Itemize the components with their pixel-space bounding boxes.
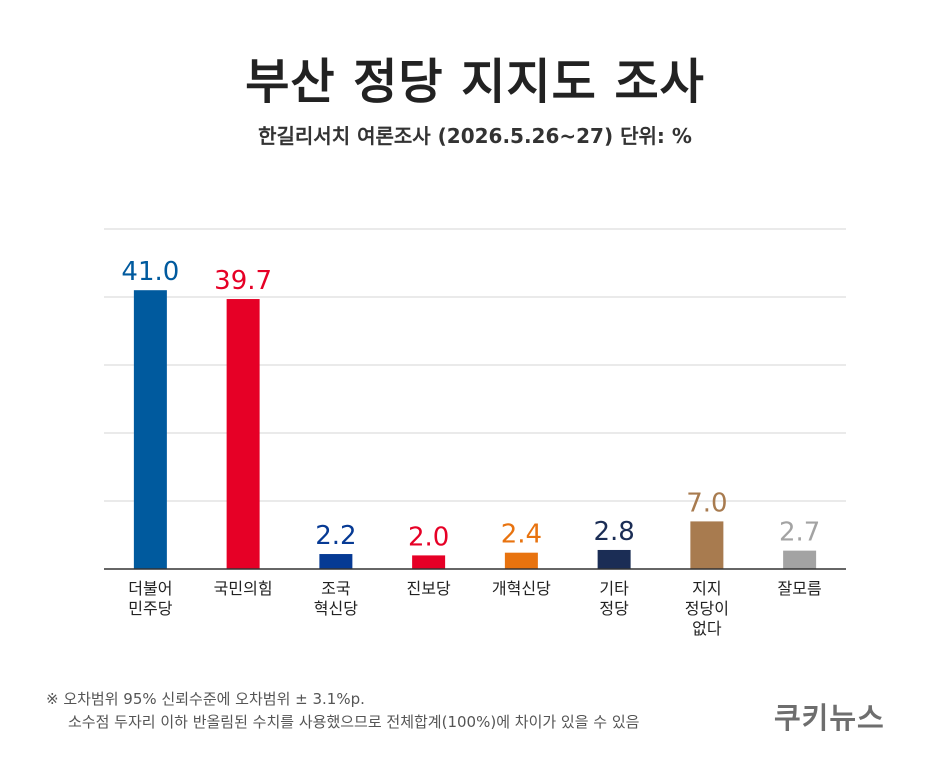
category-label-line: 지지 — [692, 579, 721, 598]
footnote-line-1: ※ 오차범위 95% 신뢰수준에 오차범위 ± 3.1%p. — [46, 690, 365, 708]
bar — [412, 555, 446, 569]
category-label-line: 조국 — [321, 579, 350, 598]
footnote: ※ 오차범위 95% 신뢰수준에 오차범위 ± 3.1%p. 소수점 두자리 이… — [46, 688, 639, 734]
bar-value-label: 7.0 — [686, 488, 727, 518]
category-label-line: 기타 — [599, 579, 629, 598]
category-label-line: 정당이 — [685, 599, 729, 618]
bar-value-label: 2.7 — [779, 518, 820, 548]
category-label: 조국 혁신당 — [314, 579, 358, 618]
bar — [504, 552, 538, 569]
category-label: 더불어 민주당 — [128, 579, 172, 618]
bar — [226, 299, 260, 569]
bar — [690, 521, 724, 569]
category-label-line: 정당 — [599, 599, 629, 618]
category-label: 기타 정당 — [599, 579, 629, 618]
bar-value-label: 2.8 — [593, 517, 634, 547]
category-label-line: 국민의힘 — [214, 579, 273, 598]
category-label: 개혁신당 — [492, 579, 551, 598]
bar — [597, 549, 631, 569]
footnote-line-2: 소수점 두자리 이하 반올림된 수치를 사용했으므로 전체합계(100%)에 차… — [68, 713, 640, 731]
category-label-line: 없다 — [692, 619, 722, 638]
category-label-line: 잘모름 — [778, 579, 822, 598]
category-label-line: 진보당 — [407, 579, 451, 598]
category-label-line: 혁신당 — [314, 599, 358, 618]
category-label: 국민의힘 — [214, 579, 273, 598]
chart-title: 부산 정당 지지도 조사 — [245, 54, 705, 110]
bar-value-label: 41.0 — [121, 257, 179, 287]
bar — [783, 550, 817, 569]
category-label: 잘모름 — [778, 579, 822, 598]
bar-value-label: 2.2 — [315, 521, 356, 551]
category-label: 진보당 — [407, 579, 451, 598]
category-label-line: 더불어 — [128, 579, 172, 598]
bar-value-label: 2.0 — [408, 522, 449, 552]
bar — [133, 290, 167, 569]
category-label-line: 개혁신당 — [492, 579, 551, 598]
bar-value-label: 39.7 — [214, 266, 272, 296]
bar-value-label: 2.4 — [501, 520, 542, 550]
publisher-logo: 쿠키뉴스 — [774, 701, 885, 735]
category-label: 지지 정당이 없다 — [685, 579, 729, 638]
category-label-line: 민주당 — [128, 599, 172, 618]
bar — [319, 554, 353, 569]
chart-subtitle: 한길리서치 여론조사 (2026.5.26~27) 단위: % — [258, 124, 692, 148]
